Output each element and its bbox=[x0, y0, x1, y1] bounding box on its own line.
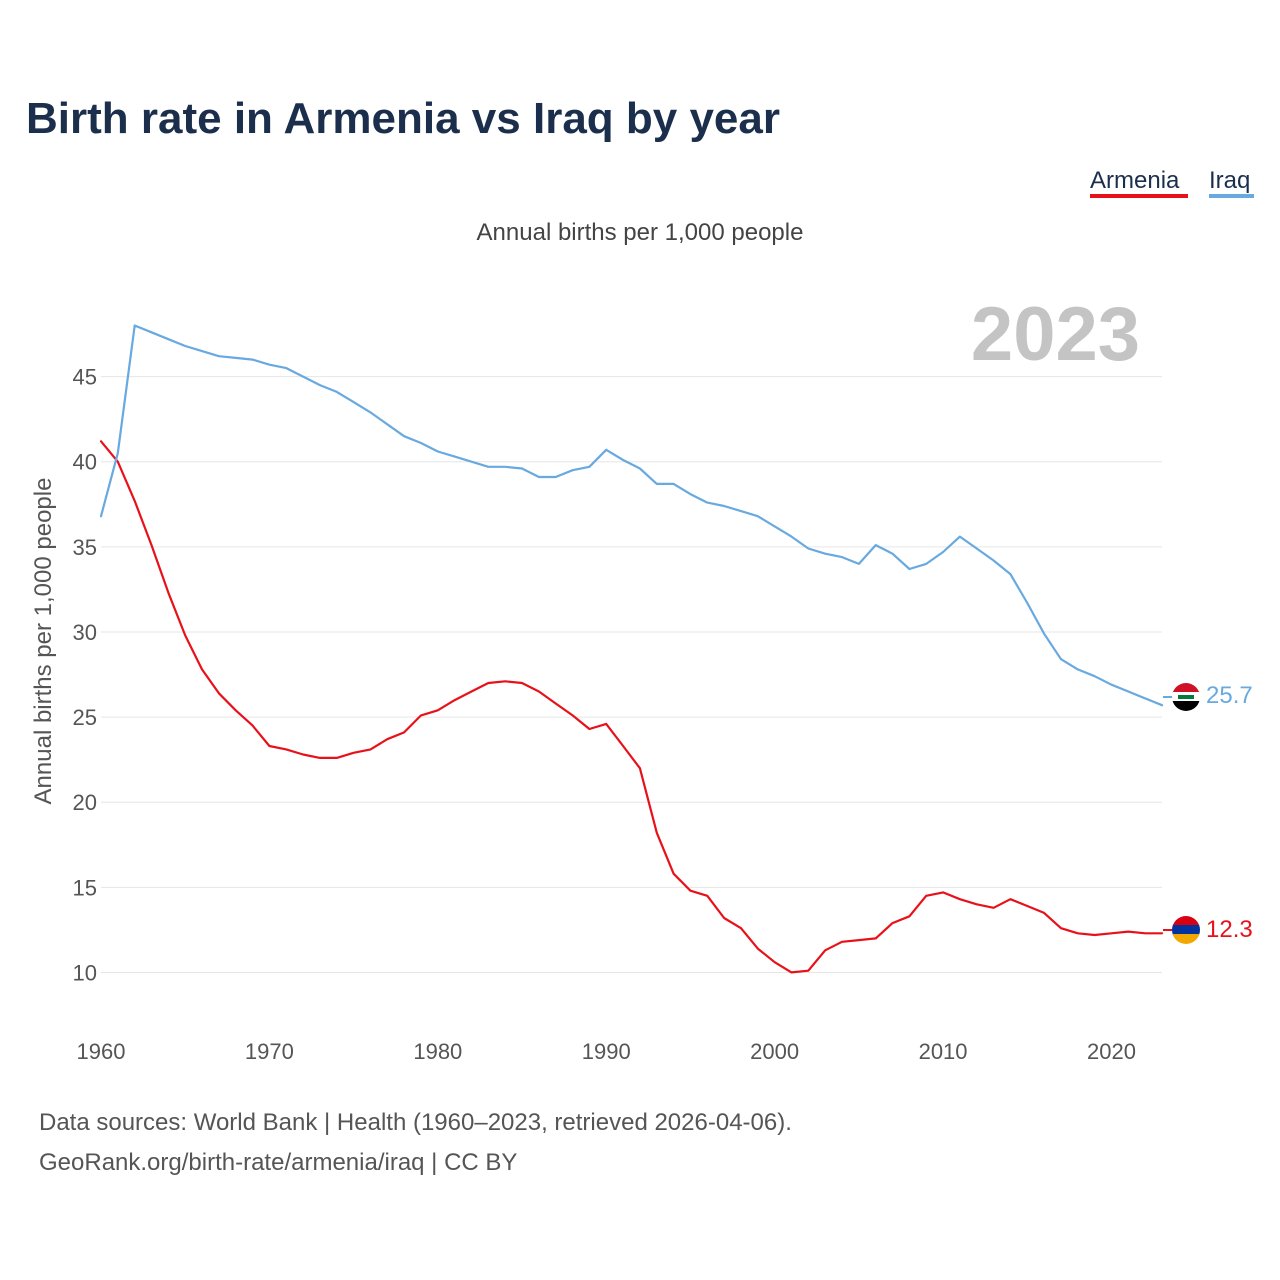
source-line-1: Data sources: World Bank | Health (1960–… bbox=[39, 1109, 792, 1136]
x-tick-label-2000: 2000 bbox=[750, 1039, 799, 1064]
series-line-armenia bbox=[99, 440, 1164, 974]
chart-subtitle: Annual births per 1,000 people bbox=[477, 219, 804, 246]
y-tick-label-40: 40 bbox=[73, 450, 97, 475]
legend-swatch-iraq bbox=[1209, 194, 1254, 198]
y-tick-label-20: 20 bbox=[73, 790, 97, 815]
iraq-end-value: 25.7 bbox=[1206, 682, 1253, 709]
x-tick-label-1960: 1960 bbox=[77, 1039, 126, 1064]
x-axis-ticks: 1960 1970 1980 1990 2000 2010 2020 bbox=[77, 1039, 1136, 1064]
y-axis-ticks: 10 15 20 25 30 35 40 45 bbox=[73, 365, 97, 986]
year-watermark: 2023 bbox=[971, 292, 1140, 377]
series-line-iraq bbox=[99, 324, 1164, 707]
y-tick-label-45: 45 bbox=[73, 365, 97, 390]
x-tick-label-2010: 2010 bbox=[919, 1039, 968, 1064]
armenia-end-marker: 12.3 bbox=[1163, 916, 1253, 944]
y-tick-label-30: 30 bbox=[73, 620, 97, 645]
legend[interactable]: Armenia Iraq bbox=[1090, 167, 1254, 198]
chart-title: Birth rate in Armenia vs Iraq by year bbox=[26, 94, 780, 143]
legend-item-armenia[interactable]: Armenia bbox=[1090, 167, 1180, 194]
y-tick-label-15: 15 bbox=[73, 875, 97, 900]
x-tick-label-1980: 1980 bbox=[413, 1039, 462, 1064]
x-tick-label-1990: 1990 bbox=[582, 1039, 631, 1064]
gridlines bbox=[101, 376, 1162, 973]
y-tick-label-25: 25 bbox=[73, 705, 97, 730]
y-axis-label: Annual births per 1,000 people bbox=[30, 478, 57, 805]
armenia-end-value: 12.3 bbox=[1206, 916, 1253, 943]
legend-item-iraq[interactable]: Iraq bbox=[1209, 167, 1250, 194]
x-tick-label-2020: 2020 bbox=[1087, 1039, 1136, 1064]
x-tick-label-1970: 1970 bbox=[245, 1039, 294, 1064]
y-tick-label-10: 10 bbox=[73, 960, 97, 985]
legend-swatch-armenia bbox=[1090, 194, 1188, 198]
series-lines bbox=[99, 324, 1164, 974]
y-tick-label-35: 35 bbox=[73, 535, 97, 560]
iraq-end-marker: 25.7 bbox=[1163, 682, 1253, 711]
source-link[interactable]: GeoRank.org/birth-rate/armenia/iraq | CC… bbox=[39, 1149, 517, 1176]
armenia-flag-icon bbox=[1172, 916, 1200, 944]
iraq-flag-icon bbox=[1172, 683, 1200, 711]
